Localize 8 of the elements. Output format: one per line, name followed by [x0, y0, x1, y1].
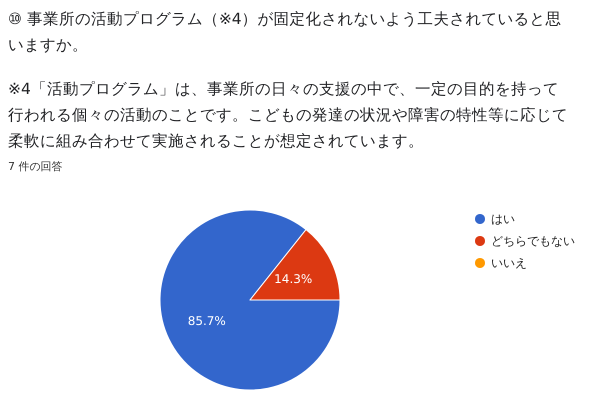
legend-label: どちらでもない	[491, 234, 575, 248]
data-label: 85.7%	[188, 314, 226, 328]
legend-label: いいえ	[491, 256, 527, 270]
chart-subtitle: ※4「活動プログラム」は、事業所の日々の支援の中で、一定の目的を持って行われる個々の活動のことです。こどもの発達の状況や障害の特性等に応じて柔軟に組み合わせて実施されることが想定されています。	[8, 79, 569, 152]
text: 7 件の回答	[8, 159, 62, 174]
legend-label: はい	[491, 212, 515, 226]
data-label: 14.3%	[274, 272, 312, 286]
chart-title: ⑩ 事業所の活動プログラム（※4）が固定化されないよう工夫されていると思いますか。	[8, 9, 563, 56]
